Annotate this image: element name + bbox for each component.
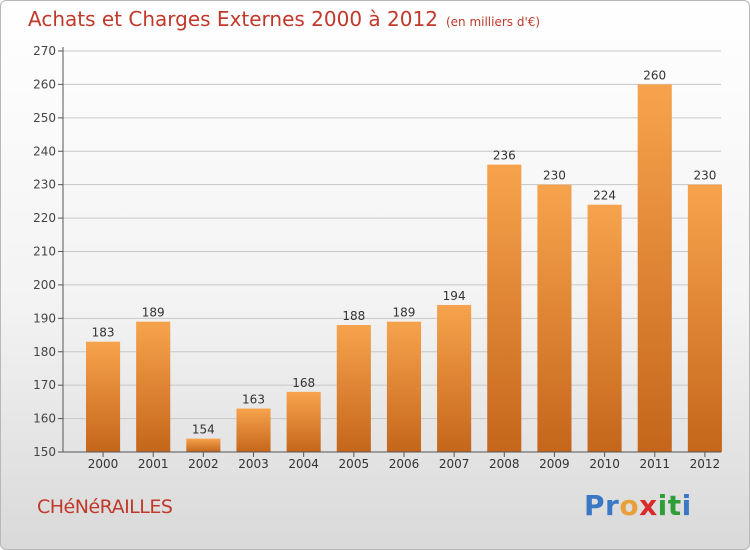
logo-letter: i bbox=[681, 489, 692, 522]
bar bbox=[487, 164, 522, 452]
proxiti-logo: Proxiti bbox=[584, 489, 692, 522]
y-tick-label: 260 bbox=[33, 77, 56, 91]
data-label: 189 bbox=[393, 306, 416, 320]
bar bbox=[386, 321, 422, 452]
data-label: 154 bbox=[192, 423, 215, 437]
data-label: 230 bbox=[543, 169, 566, 183]
bar bbox=[186, 438, 221, 452]
x-tick-label: 2003 bbox=[238, 457, 269, 471]
x-tick-label: 2009 bbox=[539, 457, 570, 471]
logo-letter: o bbox=[619, 489, 640, 522]
logo-letter: r bbox=[605, 489, 620, 522]
y-tick-label: 210 bbox=[33, 245, 56, 259]
x-tick-label: 2011 bbox=[639, 457, 670, 471]
data-label: 168 bbox=[292, 376, 315, 390]
y-tick-label: 150 bbox=[33, 445, 56, 459]
y-tick-label: 200 bbox=[33, 278, 56, 292]
x-tick-label: 2010 bbox=[589, 457, 620, 471]
data-label: 189 bbox=[142, 306, 165, 320]
logo-letter: x bbox=[639, 489, 658, 522]
logo-letter: i bbox=[657, 489, 668, 522]
logo-letter: t bbox=[667, 489, 682, 522]
bar bbox=[587, 204, 622, 452]
x-tick-label: 2005 bbox=[339, 457, 370, 471]
x-tick-label: 2004 bbox=[288, 457, 319, 471]
bar bbox=[86, 341, 121, 452]
y-tick-label: 230 bbox=[33, 178, 56, 192]
x-tick-label: 2000 bbox=[88, 457, 119, 471]
chart-title-text: Achats et Charges Externes 2000 à 2012 bbox=[28, 7, 438, 31]
data-label: 236 bbox=[493, 149, 516, 163]
x-tick-label: 2001 bbox=[138, 457, 169, 471]
x-tick-label: 2007 bbox=[439, 457, 470, 471]
chart-unit: (en milliers d'€) bbox=[445, 15, 541, 29]
data-label: 163 bbox=[242, 393, 265, 407]
y-tick-label: 170 bbox=[33, 378, 56, 392]
bar bbox=[336, 325, 371, 452]
data-label: 188 bbox=[342, 309, 365, 323]
data-label: 224 bbox=[593, 189, 616, 203]
data-label: 230 bbox=[693, 169, 716, 183]
data-label: 183 bbox=[92, 326, 115, 340]
y-tick-label: 250 bbox=[33, 111, 56, 125]
y-tick-label: 190 bbox=[33, 311, 56, 325]
chart-title: Achats et Charges Externes 2000 à 2012 (e… bbox=[28, 7, 540, 31]
logo-letter: P bbox=[584, 489, 606, 522]
bar bbox=[537, 184, 572, 452]
x-tick-label: 2006 bbox=[389, 457, 420, 471]
x-tick-label: 2002 bbox=[188, 457, 219, 471]
data-label: 194 bbox=[443, 289, 466, 303]
commune-name: CHéNéRAILLES bbox=[37, 496, 173, 518]
bar bbox=[687, 184, 722, 452]
y-tick-label: 220 bbox=[33, 211, 56, 225]
bar bbox=[236, 408, 271, 452]
bar bbox=[437, 304, 472, 452]
y-tick-label: 160 bbox=[33, 412, 56, 426]
data-label: 260 bbox=[643, 68, 666, 82]
y-tick-label: 180 bbox=[33, 345, 56, 359]
y-tick-label: 270 bbox=[33, 44, 56, 58]
x-tick-label: 2012 bbox=[690, 457, 721, 471]
x-tick-label: 2008 bbox=[489, 457, 520, 471]
y-tick-label: 240 bbox=[33, 144, 56, 158]
bar bbox=[286, 391, 321, 452]
bar bbox=[136, 321, 171, 452]
bar bbox=[637, 84, 672, 453]
